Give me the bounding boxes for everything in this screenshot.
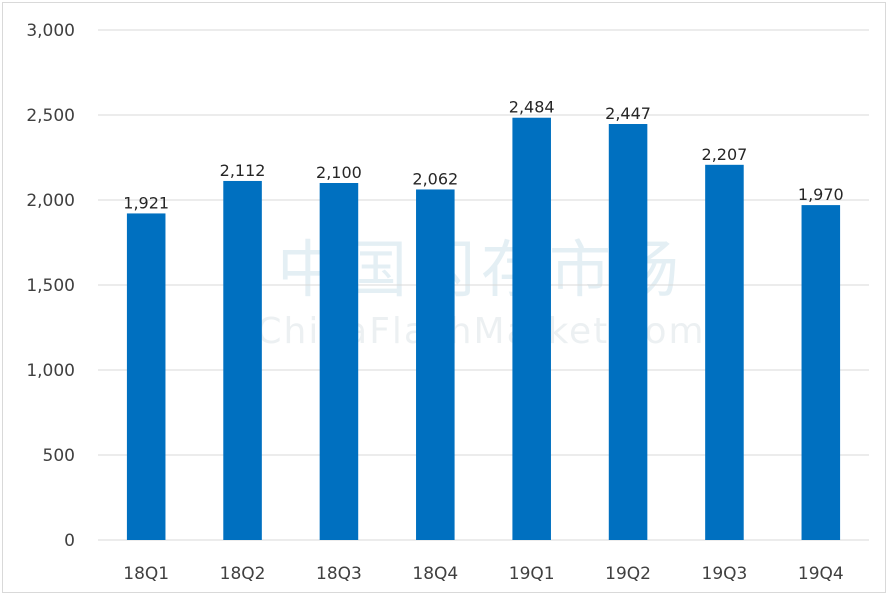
bar-19Q1	[512, 117, 551, 540]
y-tick-label: 1,500	[26, 276, 75, 296]
bar-18Q4	[416, 189, 455, 540]
data-label-19Q3: 2,207	[702, 145, 748, 164]
x-tick-label-18Q3: 18Q3	[316, 564, 362, 584]
y-tick-label: 0	[64, 531, 75, 551]
data-label-19Q4: 1,970	[798, 185, 844, 204]
bar-chart: 中国闪存市场 ChinaFlashMarket.com 05001,0001,5…	[26, 21, 869, 584]
x-tick-label-18Q2: 18Q2	[220, 564, 266, 584]
x-tick-label-19Q4: 19Q4	[798, 564, 844, 584]
y-tick-label: 500	[43, 446, 75, 466]
x-tick-label-19Q3: 19Q3	[702, 564, 748, 584]
x-tick-label-18Q1: 18Q1	[123, 564, 169, 584]
bar-19Q4	[801, 205, 841, 540]
y-tick-label: 1,000	[26, 361, 75, 381]
data-label-18Q2: 2,112	[220, 161, 266, 180]
y-tick-label: 2,000	[26, 191, 75, 211]
bar-18Q1	[126, 213, 166, 540]
data-label-18Q3: 2,100	[316, 163, 362, 182]
data-labels: 1,921 2,112 2,100 2,062 2,484 2,447 2,207 1,970	[123, 98, 843, 213]
data-label-18Q1: 1,921	[123, 193, 169, 212]
y-axis-tick-labels: 0 500 1,000 1,500 2,000 2,500 3,000	[26, 21, 75, 551]
x-tick-label-19Q2: 19Q2	[605, 564, 651, 584]
gridlines	[98, 29, 869, 541]
bar-18Q3	[319, 183, 359, 540]
x-axis-tick-labels: 18Q1 18Q2 18Q3 18Q4 19Q1 19Q2 19Q3 19Q4	[123, 564, 843, 584]
bar-18Q2	[223, 180, 262, 540]
data-label-19Q1: 2,484	[509, 98, 555, 117]
y-tick-label: 3,000	[26, 21, 75, 41]
bar-19Q3	[705, 164, 744, 540]
x-tick-label-19Q1: 19Q1	[509, 564, 555, 584]
bars	[126, 117, 841, 540]
x-tick-label-18Q4: 18Q4	[412, 564, 458, 584]
data-label-18Q4: 2,062	[412, 169, 458, 188]
y-tick-label: 2,500	[26, 106, 75, 126]
bar-19Q2	[608, 124, 648, 540]
data-label-19Q2: 2,447	[605, 104, 651, 123]
